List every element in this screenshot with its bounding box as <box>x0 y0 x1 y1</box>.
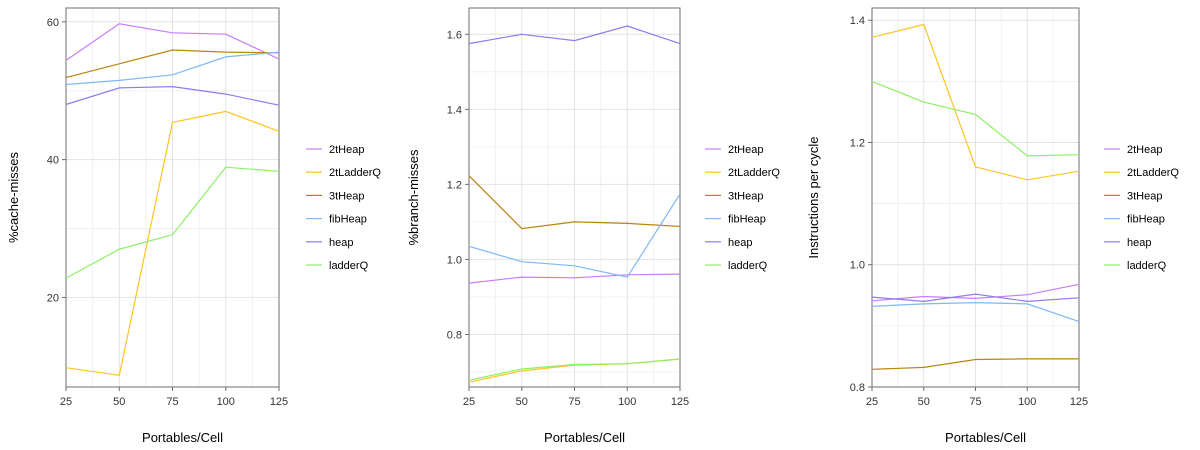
x-tick-label: 125 <box>671 396 689 408</box>
series-line-2tLadderQ <box>871 23 1080 181</box>
series-line-ladderQ <box>871 80 1080 157</box>
x-tick-label: 100 <box>1018 396 1036 408</box>
legend-label-heap: heap <box>728 237 752 249</box>
x-tick-label: 50 <box>113 396 125 408</box>
legend-label-2tLadderQ: 2tLadderQ <box>329 167 381 179</box>
series-line-2tLadderQ <box>65 110 280 376</box>
legend-label-2tLadderQ: 2tLadderQ <box>1127 167 1179 179</box>
y-tick-label: 1.4 <box>447 104 462 116</box>
series-line-ladderQ <box>468 358 681 381</box>
y-tick-label: 1.2 <box>447 179 462 191</box>
series-line-heap <box>468 25 681 45</box>
series-line-2tHeap <box>871 283 1080 302</box>
legend-label-ladderQ: ladderQ <box>728 260 768 272</box>
x-tick-label: 25 <box>60 396 72 408</box>
x-tick-label: 75 <box>166 396 178 408</box>
legend-label-2tHeap: 2tHeap <box>728 144 763 156</box>
series-line-fibHeap <box>871 301 1080 323</box>
series-line-2tHeap <box>65 23 280 61</box>
series-line-fibHeap <box>468 193 681 278</box>
x-tick-label: 100 <box>618 396 636 408</box>
legend-label-3tHeap: 3tHeap <box>728 190 763 202</box>
series-line-heap <box>871 293 1080 303</box>
legend-label-3tHeap: 3tHeap <box>1127 190 1162 202</box>
x-tick-label: 25 <box>866 396 878 408</box>
y-tick-label: 1.0 <box>447 254 462 266</box>
series-line-heap <box>65 85 280 106</box>
x-axis-title: Portables/Cell <box>544 430 625 445</box>
x-tick-label: 125 <box>1070 396 1088 408</box>
chart-panel-3: 0.8 1.0 1.2 1.4 25 50 75 100 125 Portables/Cell In… <box>806 7 1179 445</box>
y-tick-label: 40 <box>47 155 59 167</box>
y-tick-label: 1.2 <box>850 137 865 149</box>
legend-label-fibHeap: fibHeap <box>329 214 367 226</box>
x-tick-label: 100 <box>217 396 235 408</box>
x-tick-label: 25 <box>463 396 475 408</box>
y-tick-label: 0.8 <box>850 382 865 394</box>
series-line-3tHeap <box>468 175 681 230</box>
x-axis-title: Portables/Cell <box>945 430 1026 445</box>
x-tick-label: 125 <box>270 396 288 408</box>
chart-panel-2: 0.8 1.0 1.2 1.4 1.6 25 50 75 100 125 Portables/Cel… <box>406 7 780 445</box>
y-tick-label: 1.6 <box>447 29 462 41</box>
legend-label-fibHeap: fibHeap <box>1127 214 1165 226</box>
legend-label-heap: heap <box>329 237 353 249</box>
x-tick-label: 50 <box>918 396 930 408</box>
y-axis-title: Instructions per cycle <box>806 136 821 258</box>
x-axis-title: Portables/Cell <box>142 430 223 445</box>
series-line-2tHeap <box>468 273 681 284</box>
y-tick-label: 1.4 <box>850 15 865 27</box>
y-axis-title: %cache-misses <box>6 151 21 243</box>
legend-label-3tHeap: 3tHeap <box>329 190 364 202</box>
y-tick-label: 60 <box>47 17 59 29</box>
legend-label-2tHeap: 2tHeap <box>1127 144 1162 156</box>
series-line-fibHeap <box>65 51 280 86</box>
series-line-3tHeap <box>65 49 280 79</box>
legend-label-heap: heap <box>1127 237 1151 249</box>
y-axis-title: %branch-misses <box>406 149 421 246</box>
legend-label-2tLadderQ: 2tLadderQ <box>728 167 780 179</box>
y-tick-label: 1.0 <box>850 260 865 272</box>
x-tick-label: 75 <box>568 396 580 408</box>
legend-label-fibHeap: fibHeap <box>728 214 766 226</box>
legend-label-ladderQ: ladderQ <box>329 260 369 272</box>
legend-label-2tHeap: 2tHeap <box>329 144 364 156</box>
series-line-ladderQ <box>65 166 280 279</box>
series-line-3tHeap <box>871 358 1079 370</box>
chart-panel-1: 20 40 60 25 50 75 100 125 Portables/Cell %cache-m… <box>6 7 381 445</box>
y-tick-label: 20 <box>47 292 59 304</box>
x-tick-label: 50 <box>516 396 528 408</box>
y-tick-label: 0.8 <box>447 329 462 341</box>
x-tick-label: 75 <box>969 396 981 408</box>
legend-label-ladderQ: ladderQ <box>1127 260 1167 272</box>
